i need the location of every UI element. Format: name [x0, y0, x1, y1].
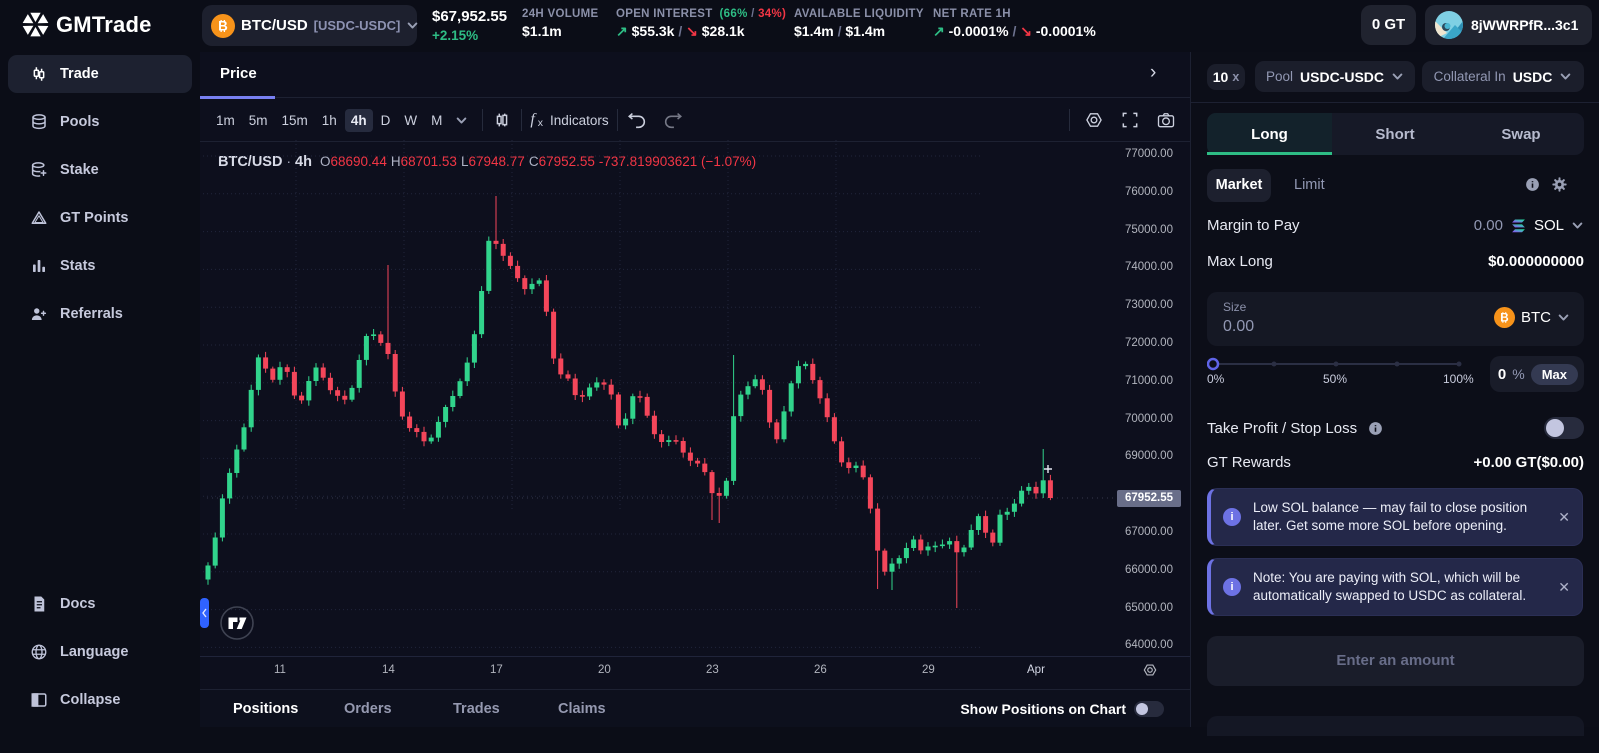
svg-text:B: B: [1500, 312, 1508, 325]
svg-text:B: B: [218, 18, 228, 33]
